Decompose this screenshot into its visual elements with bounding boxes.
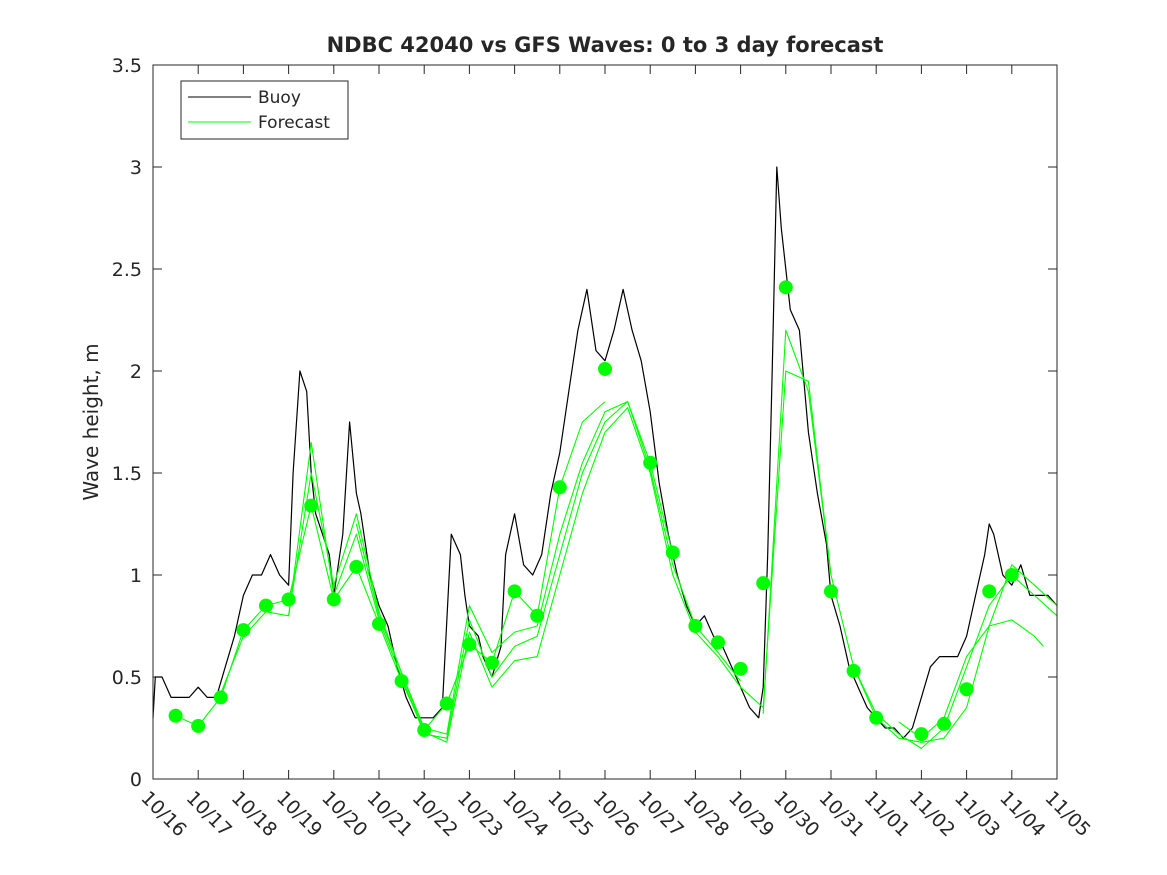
forecast-marker [778, 280, 793, 295]
forecast-marker [191, 718, 206, 733]
forecast-marker [485, 655, 499, 670]
forecast-marker [417, 723, 432, 738]
forecast-marker [914, 727, 929, 742]
forecast-marker [439, 696, 454, 711]
forecast-marker [959, 682, 974, 697]
forecast-series-line-6 [853, 574, 1058, 749]
forecast-series-line-3 [288, 401, 742, 739]
forecast-marker [349, 559, 364, 574]
forecast-marker [598, 361, 612, 376]
forecast-marker [982, 584, 997, 599]
forecast-marker [1004, 568, 1019, 582]
legend: Buoy Forecast [180, 80, 349, 140]
buoy-series-line [152, 166, 1058, 739]
forecast-marker [824, 584, 838, 599]
forecast-marker [937, 716, 951, 731]
forecast-marker [756, 576, 771, 591]
forecast-marker [394, 674, 409, 689]
y-tick-label: 3.5 [112, 55, 142, 77]
forecast-marker [552, 480, 567, 495]
forecast-marker [507, 584, 522, 599]
plot-frame [152, 64, 1058, 780]
forecast-marker [711, 635, 725, 650]
chart-title: NDBC 42040 vs GFS Waves: 0 to 3 day fore… [327, 33, 884, 57]
forecast-marker [304, 498, 319, 513]
forecast-marker [530, 608, 545, 623]
marker-layer [168, 280, 1019, 742]
forecast-marker [372, 616, 386, 631]
forecast-marker [462, 637, 477, 652]
legend-box [180, 80, 349, 140]
y-tick-label: 2.5 [112, 259, 142, 281]
forecast-marker [326, 592, 341, 607]
legend-buoy-label: Buoy [258, 88, 301, 108]
y-tick-label: 1.5 [112, 463, 142, 485]
forecast-marker [733, 661, 748, 676]
forecast-marker [281, 592, 296, 607]
forecast-marker [236, 623, 251, 638]
forecast-marker [688, 619, 703, 633]
y-axis-label: Wave height, m [79, 343, 103, 500]
forecast-marker [869, 710, 884, 725]
y-tick-label: 1 [130, 565, 142, 587]
forecast-marker [665, 545, 680, 560]
y-tick-label: 3 [130, 157, 142, 179]
forecast-marker [643, 455, 658, 470]
forecast-marker [259, 598, 273, 613]
y-tick-label: 0 [130, 769, 142, 791]
y-axis-ticks: 0 0.5 1 1.5 2 2.5 3 3.5 [112, 55, 1057, 791]
y-tick-label: 0.5 [112, 667, 142, 689]
forecast-series-line-2 [220, 401, 674, 735]
y-tick-label: 2 [130, 361, 142, 383]
forecast-marker [213, 690, 228, 705]
legend-forecast-label: Forecast [258, 113, 330, 133]
forecast-marker [168, 708, 183, 723]
forecast-series-line-4 [355, 370, 832, 743]
forecast-marker [846, 663, 861, 678]
